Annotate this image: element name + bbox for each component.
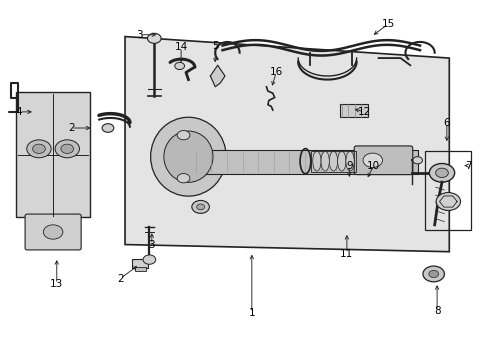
Circle shape [147,33,161,43]
Bar [132,259,148,268]
Circle shape [177,131,189,140]
Text: 3: 3 [148,239,155,249]
Circle shape [43,225,63,239]
Circle shape [435,168,447,177]
Ellipse shape [150,117,226,196]
Polygon shape [210,65,224,87]
Bar [339,104,367,117]
Circle shape [177,174,189,183]
Circle shape [196,204,204,210]
Text: 9: 9 [346,161,352,171]
Bar [424,151,470,230]
Bar [135,267,145,271]
Circle shape [27,140,51,158]
Text: 12: 12 [357,107,370,117]
Text: 5: 5 [211,41,218,50]
Circle shape [362,153,382,167]
Text: 16: 16 [269,67,282,77]
FancyBboxPatch shape [25,214,81,250]
Circle shape [412,157,422,164]
Bar [311,150,355,172]
Ellipse shape [329,151,337,171]
Bar [188,150,417,174]
Circle shape [174,62,184,69]
Circle shape [422,266,444,282]
Circle shape [61,144,73,153]
Circle shape [428,163,454,182]
Ellipse shape [345,151,353,171]
Ellipse shape [163,131,213,182]
Text: 4: 4 [16,107,22,117]
Text: 15: 15 [381,19,394,29]
Text: 10: 10 [366,161,380,171]
Text: 8: 8 [433,306,440,316]
FancyBboxPatch shape [16,93,90,217]
Text: 2: 2 [117,274,123,284]
Polygon shape [125,37,448,252]
Text: 6: 6 [443,118,449,128]
Ellipse shape [312,151,321,171]
Circle shape [428,270,438,278]
Circle shape [191,201,209,213]
Circle shape [55,140,79,158]
Text: 1: 1 [248,308,255,318]
Circle shape [435,193,460,211]
Text: 14: 14 [174,42,187,52]
Circle shape [33,144,45,153]
Text: 7: 7 [465,161,471,171]
Text: 3: 3 [136,30,142,40]
Text: 13: 13 [50,279,63,289]
Ellipse shape [321,151,329,171]
Text: 2: 2 [68,123,75,133]
FancyBboxPatch shape [353,146,412,175]
Ellipse shape [337,151,345,171]
Circle shape [102,124,114,132]
Text: 11: 11 [340,248,353,258]
Circle shape [143,255,156,264]
